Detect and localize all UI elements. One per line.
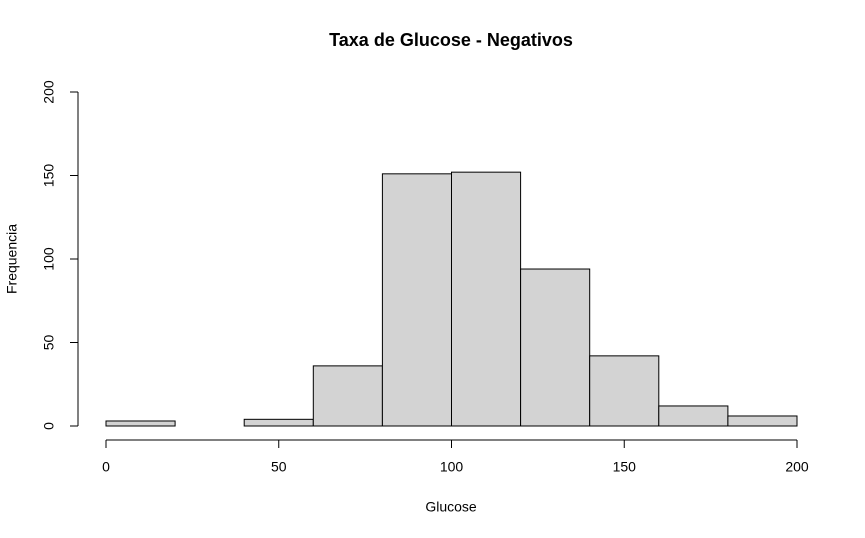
- bar: [658, 405, 729, 427]
- chart-title: Taxa de Glucose - Negativos: [329, 30, 573, 50]
- x-tick-label: 0: [102, 459, 110, 475]
- bar: [243, 418, 314, 427]
- x-axis-label: Glucose: [425, 499, 477, 515]
- y-tick-label: 0: [41, 422, 57, 430]
- x-tick-label: 150: [613, 459, 637, 475]
- x-tick-label: 200: [785, 459, 809, 475]
- y-tick-label: 50: [41, 335, 57, 351]
- bar: [727, 415, 798, 427]
- y-tick-label: 200: [41, 80, 57, 104]
- bar: [520, 268, 591, 427]
- y-tick-label: 100: [41, 247, 57, 271]
- bar: [381, 173, 452, 427]
- bar: [589, 355, 660, 427]
- bar: [312, 365, 383, 427]
- bar: [105, 420, 176, 427]
- x-tick-label: 100: [440, 459, 464, 475]
- y-tick-label: 150: [41, 164, 57, 188]
- bar: [451, 171, 522, 427]
- x-tick-label: 50: [271, 459, 287, 475]
- y-axis-label: Frequencia: [4, 224, 20, 294]
